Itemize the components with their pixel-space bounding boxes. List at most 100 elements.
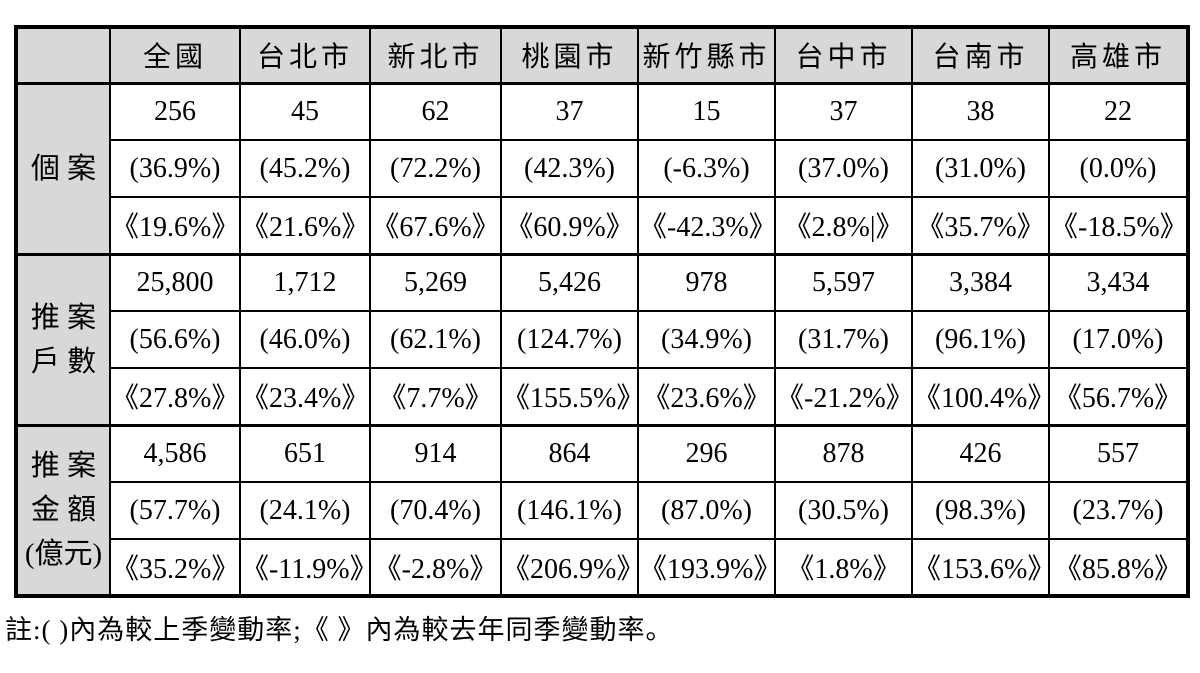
data-cell: 5,269 [369,252,502,312]
table-header: 全國 台北市 新北市 桃園市 新竹縣市 台中市 台南市 高雄市 [15,26,1189,85]
data-cell: 878 [774,423,913,483]
row-group-label-line: 個 案 [30,152,97,185]
data-cell: 《100.4%》 [911,367,1050,426]
row-group-label-line: 推 案 [30,301,97,334]
data-cell: (96.1%) [911,310,1050,369]
data-cell: 《7.7%》 [369,367,502,426]
data-cell: 《35.7%》 [911,196,1050,255]
data-cell: (31.7%) [774,310,913,369]
data-cell: 296 [637,423,776,483]
data-cell: (56.6%) [109,310,241,369]
column-header-7: 台南市 [911,26,1050,85]
table-row: (36.9%) (45.2%) (72.2%) (42.3%) (-6.3%) (37.0… [16,139,1189,198]
data-cell: 45 [239,81,371,141]
data-cell: 《60.9%》 [500,196,639,255]
column-header-8: 高雄市 [1048,26,1189,85]
corner-cell [15,26,111,85]
row-group-label: 推 案戶 數 [15,252,111,426]
data-cell: (42.3%) [500,139,639,198]
row-group-label-line: 金 額 [30,494,97,527]
table-row: 推 案戶 數 25,800 1,712 5,269 5,426 978 5,597 3,384… [15,252,1189,426]
row-group-label: 推 案金 額 (億元) [15,423,111,597]
data-cell: (70.4%) [369,481,502,540]
data-cell: 《67.6%》 [369,196,502,255]
data-cell: 《-2.8%》 [369,538,502,597]
column-header-5: 新竹縣市 [637,26,776,85]
data-cell: 3,384 [911,252,1050,312]
data-cell: (45.2%) [239,139,371,198]
row-group-label: 個 案 [15,81,111,255]
data-cell: 《1.8%》 [774,538,913,597]
data-cell: 《206.9%》 [500,538,639,597]
table-row: 《27.8%》 《23.4%》 《7.7%》 《155.5%》 《23.6%》 《-21.… [16,367,1189,426]
data-cell: (57.7%) [109,481,241,540]
data-cell: (24.1%) [239,481,371,540]
data-cell: (34.9%) [637,310,776,369]
data-cell: 5,597 [774,252,913,312]
data-cell: 256 [109,81,241,141]
data-cell: 《2.8%|》 [774,196,913,255]
column-header-4: 桃園市 [500,26,639,85]
data-cell: (146.1%) [500,481,639,540]
data-cell: 《27.8%》 [109,367,241,426]
footnote: 註:( )內為較上季變動率;《 》內為較去年同季變動率。 [5,615,674,645]
data-cell: (124.7%) [500,310,639,369]
table-row: 《35.2%》 《-11.9%》 《-2.8%》 《206.9%》 《193.9%》 《1… [16,538,1189,597]
data-cell: 4,586 [109,423,241,483]
column-header-3: 新北市 [369,26,502,85]
data-cell: (23.7%) [1048,481,1189,540]
data-cell: 《193.9%》 [637,538,776,597]
table-row: (56.6%) (46.0%) (62.1%) (124.7%) (34.9%) (31.… [16,310,1189,369]
data-cell: 864 [500,423,639,483]
data-cell: (37.0%) [774,139,913,198]
data-cell: 《-11.9%》 [239,538,371,597]
data-cell: (30.5%) [774,481,913,540]
row-group-label-line: 推 案 [30,450,97,483]
column-header-6: 台中市 [774,26,913,85]
data-cell: 426 [911,423,1050,483]
table-row: 推 案金 額 (億元) 4,586 651 914 864 296 878 426 557 [15,423,1189,597]
data-cell: 5,426 [500,252,639,312]
header-row: 全國 台北市 新北市 桃園市 新竹縣市 台中市 台南市 高雄市 [15,26,1189,85]
document-page: 全國 台北市 新北市 桃園市 新竹縣市 台中市 台南市 高雄市 個 案 256 45 62 37 15 3… [5,25,1190,647]
data-cell: 914 [369,423,502,483]
data-cell: 《23.4%》 [239,367,371,426]
data-cell: 62 [369,81,502,141]
data-cell: (46.0%) [239,310,371,369]
data-cell: 《56.7%》 [1048,367,1189,426]
table-row: 《19.6%》 《21.6%》 《67.6%》 《60.9%》 《-42.3%》 《2.8… [16,196,1189,255]
data-cell: (17.0%) [1048,310,1189,369]
data-cell: 《-42.3%》 [637,196,776,255]
data-cell: 22 [1048,81,1189,141]
data-cell: 《21.6%》 [239,196,371,255]
table-row: (57.7%) (24.1%) (70.4%) (146.1%) (87.0%) (30.… [16,481,1189,540]
data-cell: (62.1%) [369,310,502,369]
data-cell: 38 [911,81,1050,141]
data-cell: 《-18.5%》 [1048,196,1189,255]
data-cell: 978 [637,252,776,312]
data-cell: (-6.3%) [637,139,776,198]
data-cell: 25,800 [109,252,241,312]
data-cell: (98.3%) [911,481,1050,540]
data-cell: 651 [239,423,371,483]
data-cell: 37 [500,81,639,141]
data-cell: 15 [637,81,776,141]
table-body: 個 案 256 45 62 37 15 37 38 22 (36.9%) (45.2%) (72.2%… [15,81,1189,597]
row-group-label-line: (億元) [24,538,103,571]
data-cell: 557 [1048,423,1189,483]
data-cell: 37 [774,81,913,141]
housing-stats-table: 全國 台北市 新北市 桃園市 新竹縣市 台中市 台南市 高雄市 個 案 256 45 62 37 15 3… [14,25,1190,598]
column-header-1: 全國 [109,26,241,85]
data-cell: 《23.6%》 [637,367,776,426]
data-cell: 《35.2%》 [109,538,241,597]
data-cell: 《153.6%》 [911,538,1050,597]
data-cell: (72.2%) [369,139,502,198]
data-cell: (87.0%) [637,481,776,540]
data-cell: 3,434 [1048,252,1189,312]
data-cell: (0.0%) [1048,139,1189,198]
data-cell: 《19.6%》 [109,196,241,255]
table-row: 個 案 256 45 62 37 15 37 38 22 [15,81,1189,255]
data-cell: 《85.8%》 [1048,538,1189,597]
data-cell: (31.0%) [911,139,1050,198]
